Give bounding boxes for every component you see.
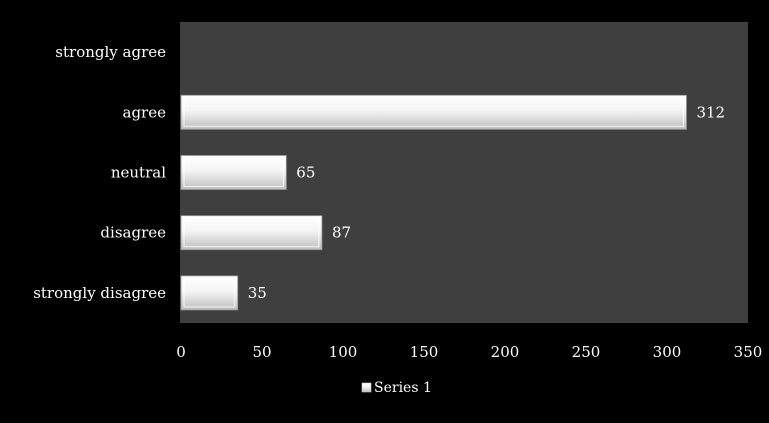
x-tick-label: 100: [329, 343, 358, 361]
category-label: agree: [123, 103, 167, 121]
x-tick-label: 250: [572, 343, 601, 361]
x-tick-label: 0: [176, 343, 186, 361]
x-tick-label: 150: [410, 343, 439, 361]
data-label: 312: [696, 103, 725, 121]
data-label: 65: [296, 164, 315, 182]
x-tick-label: 50: [252, 343, 271, 361]
x-tick-label: 350: [734, 343, 763, 361]
bar-bevel: [183, 278, 236, 308]
category-label: neutral: [111, 164, 166, 182]
category-label: strongly agree: [55, 43, 166, 61]
legend-label: Series 1: [374, 380, 432, 396]
bar-bevel: [183, 218, 320, 248]
data-label: 35: [248, 284, 267, 302]
category-label: strongly disagree: [33, 284, 166, 302]
category-label: disagree: [100, 224, 166, 242]
bar-bevel: [183, 97, 684, 127]
bar: [180, 275, 239, 311]
bar: [180, 215, 323, 251]
bar: [180, 155, 287, 190]
data-label: 87: [332, 224, 351, 242]
legend-swatch: [361, 382, 372, 393]
bar: [180, 94, 687, 130]
x-tick-label: 300: [653, 343, 682, 361]
x-tick-label: 200: [491, 343, 520, 361]
bar-bevel: [183, 158, 284, 187]
